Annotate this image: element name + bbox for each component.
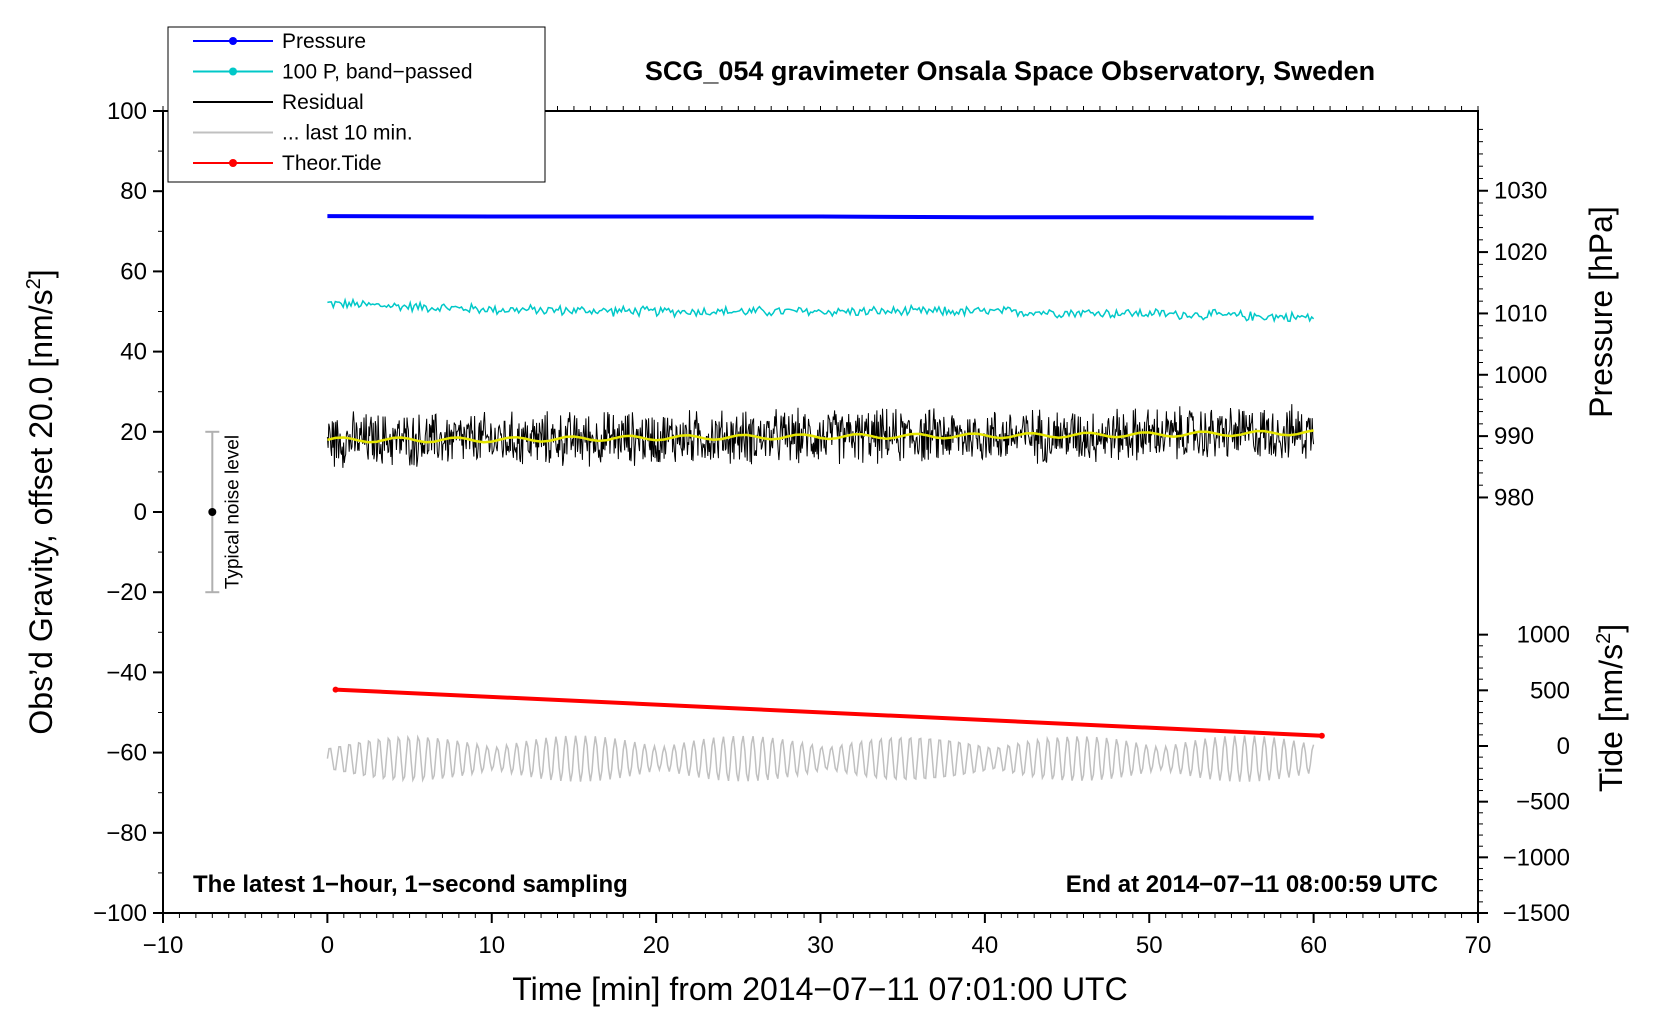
x-tick-label: 0	[321, 932, 334, 959]
y-tick-label: −80	[106, 820, 147, 847]
legend-label: Residual	[282, 91, 364, 114]
legend-item: Pressure	[193, 30, 366, 53]
pressure-tick-label: 1030	[1494, 178, 1547, 205]
y-tick-label: 0	[134, 499, 147, 526]
x-tick-label: 10	[478, 932, 505, 959]
noise-bar-center	[208, 508, 217, 516]
legend-item: Theor.Tide	[193, 152, 382, 175]
pressure-tick-label: 980	[1494, 484, 1534, 511]
tide-tick-label: −1500	[1503, 900, 1570, 927]
tide-tick-label: 1000	[1517, 622, 1570, 649]
y-tick-label: −100	[93, 900, 147, 927]
pressure-tick-label: 990	[1494, 423, 1534, 450]
y-axis-title-pressure: Pressure [hPa]	[1583, 206, 1619, 418]
pressure-tick-label: 1020	[1494, 239, 1547, 266]
x-tick-label: 60	[1300, 932, 1327, 959]
x-tick-label: 30	[807, 932, 834, 959]
annotation-end-time: End at 2014−07−11 08:00:59 UTC	[1066, 871, 1438, 898]
legend-marker	[229, 37, 237, 45]
legend-item: 100 P, band−passed	[193, 61, 473, 84]
pressure-tick-label: 1010	[1494, 300, 1547, 327]
y-tick-label: 40	[120, 339, 147, 366]
y-axis-title-tide: Tide [nm/s2]	[1593, 624, 1629, 792]
series-line-last-10-min	[326, 734, 1315, 783]
series-line-theor-tide	[335, 687, 1322, 738]
legend-label: Pressure	[282, 30, 366, 53]
legend-marker	[229, 159, 237, 167]
y-axis-title-gravity: Obs’d Gravity, offset 20.0 [nm/s2]	[23, 269, 59, 734]
pressure-tick-label: 1000	[1494, 362, 1547, 389]
tide-end-point	[1318, 732, 1325, 739]
x-tick-label: 20	[643, 932, 670, 959]
legend-label: 100 P, band−passed	[282, 61, 473, 84]
legend-label: Theor.Tide	[282, 152, 382, 175]
noise-bar-label: Typical noise level	[222, 435, 243, 589]
y-tick-label: 100	[107, 98, 147, 125]
legend-box	[167, 26, 546, 183]
y-tick-label: 60	[120, 258, 147, 285]
legend-marker	[229, 67, 237, 76]
tide-tick-label: −1000	[1503, 844, 1570, 871]
plot-frame	[162, 110, 1479, 914]
series-line-pressure	[327, 214, 1314, 220]
x-tick-label: 70	[1465, 932, 1492, 959]
y-tick-label: 80	[120, 178, 147, 205]
chart-title: SCG_054 gravimeter Onsala Space Observat…	[645, 56, 1375, 86]
series-line-residual	[326, 404, 1315, 468]
y-tick-label: −20	[106, 579, 147, 606]
series-line-100-p-band-passed	[327, 297, 1315, 324]
annotation-sampling: The latest 1−hour, 1−second sampling	[193, 871, 628, 898]
tide-tick-label: 500	[1530, 677, 1570, 704]
y-tick-label: −60	[106, 740, 147, 767]
legend-item: ... last 10 min.	[193, 122, 413, 145]
legend-item: Residual	[193, 91, 364, 114]
legend-label: ... last 10 min.	[282, 122, 413, 145]
tide-tick-label: 0	[1557, 733, 1570, 760]
tide-start-point	[332, 686, 339, 693]
x-tick-label: 40	[972, 932, 999, 959]
y-tick-label: 20	[120, 419, 147, 446]
series-line-residual-smoothed	[327, 429, 1314, 444]
x-tick-label: 50	[1136, 932, 1163, 959]
x-tick-label: −10	[143, 932, 184, 959]
x-axis-title: Time [min] from 2014−07−11 07:01:00 UTC	[512, 971, 1127, 1007]
y-tick-label: −40	[106, 659, 147, 686]
tide-tick-label: −500	[1516, 789, 1570, 816]
